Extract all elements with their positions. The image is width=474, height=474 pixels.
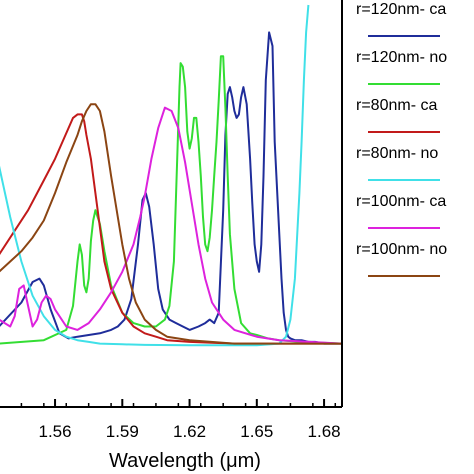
series-line-5 — [0, 106, 342, 345]
x-tick-label: 1.56 — [38, 422, 71, 441]
legend: r=120nm- ca r=120nm- no r=80nm- ca r=80nm- … — [356, 1, 447, 277]
legend-label: r=120nm- ca — [356, 1, 446, 18]
legend-label: r=80nm- no — [356, 145, 438, 162]
x-tick-label: 1.65 — [240, 422, 273, 441]
legend-label: r=120nm- no — [356, 49, 447, 66]
x-tick-label: 1.62 — [173, 422, 206, 441]
series-line-2 — [0, 55, 342, 345]
x-axis-title: Wavelength (μm) — [109, 450, 261, 472]
x-axis-ticks: 1.56 1.59 1.62 1.65 1.68 — [20, 399, 341, 441]
legend-label: r=100nm- ca — [356, 193, 446, 210]
series-line-6 — [0, 103, 342, 345]
series-line-3 — [0, 113, 342, 345]
x-tick-label: 1.68 — [308, 422, 341, 441]
series-lines — [0, 4, 342, 347]
x-tick-label: 1.59 — [106, 422, 139, 441]
plot-frame — [0, 0, 343, 408]
legend-label: r=100nm- no — [356, 241, 447, 258]
legend-label: r=80nm- ca — [356, 97, 437, 114]
